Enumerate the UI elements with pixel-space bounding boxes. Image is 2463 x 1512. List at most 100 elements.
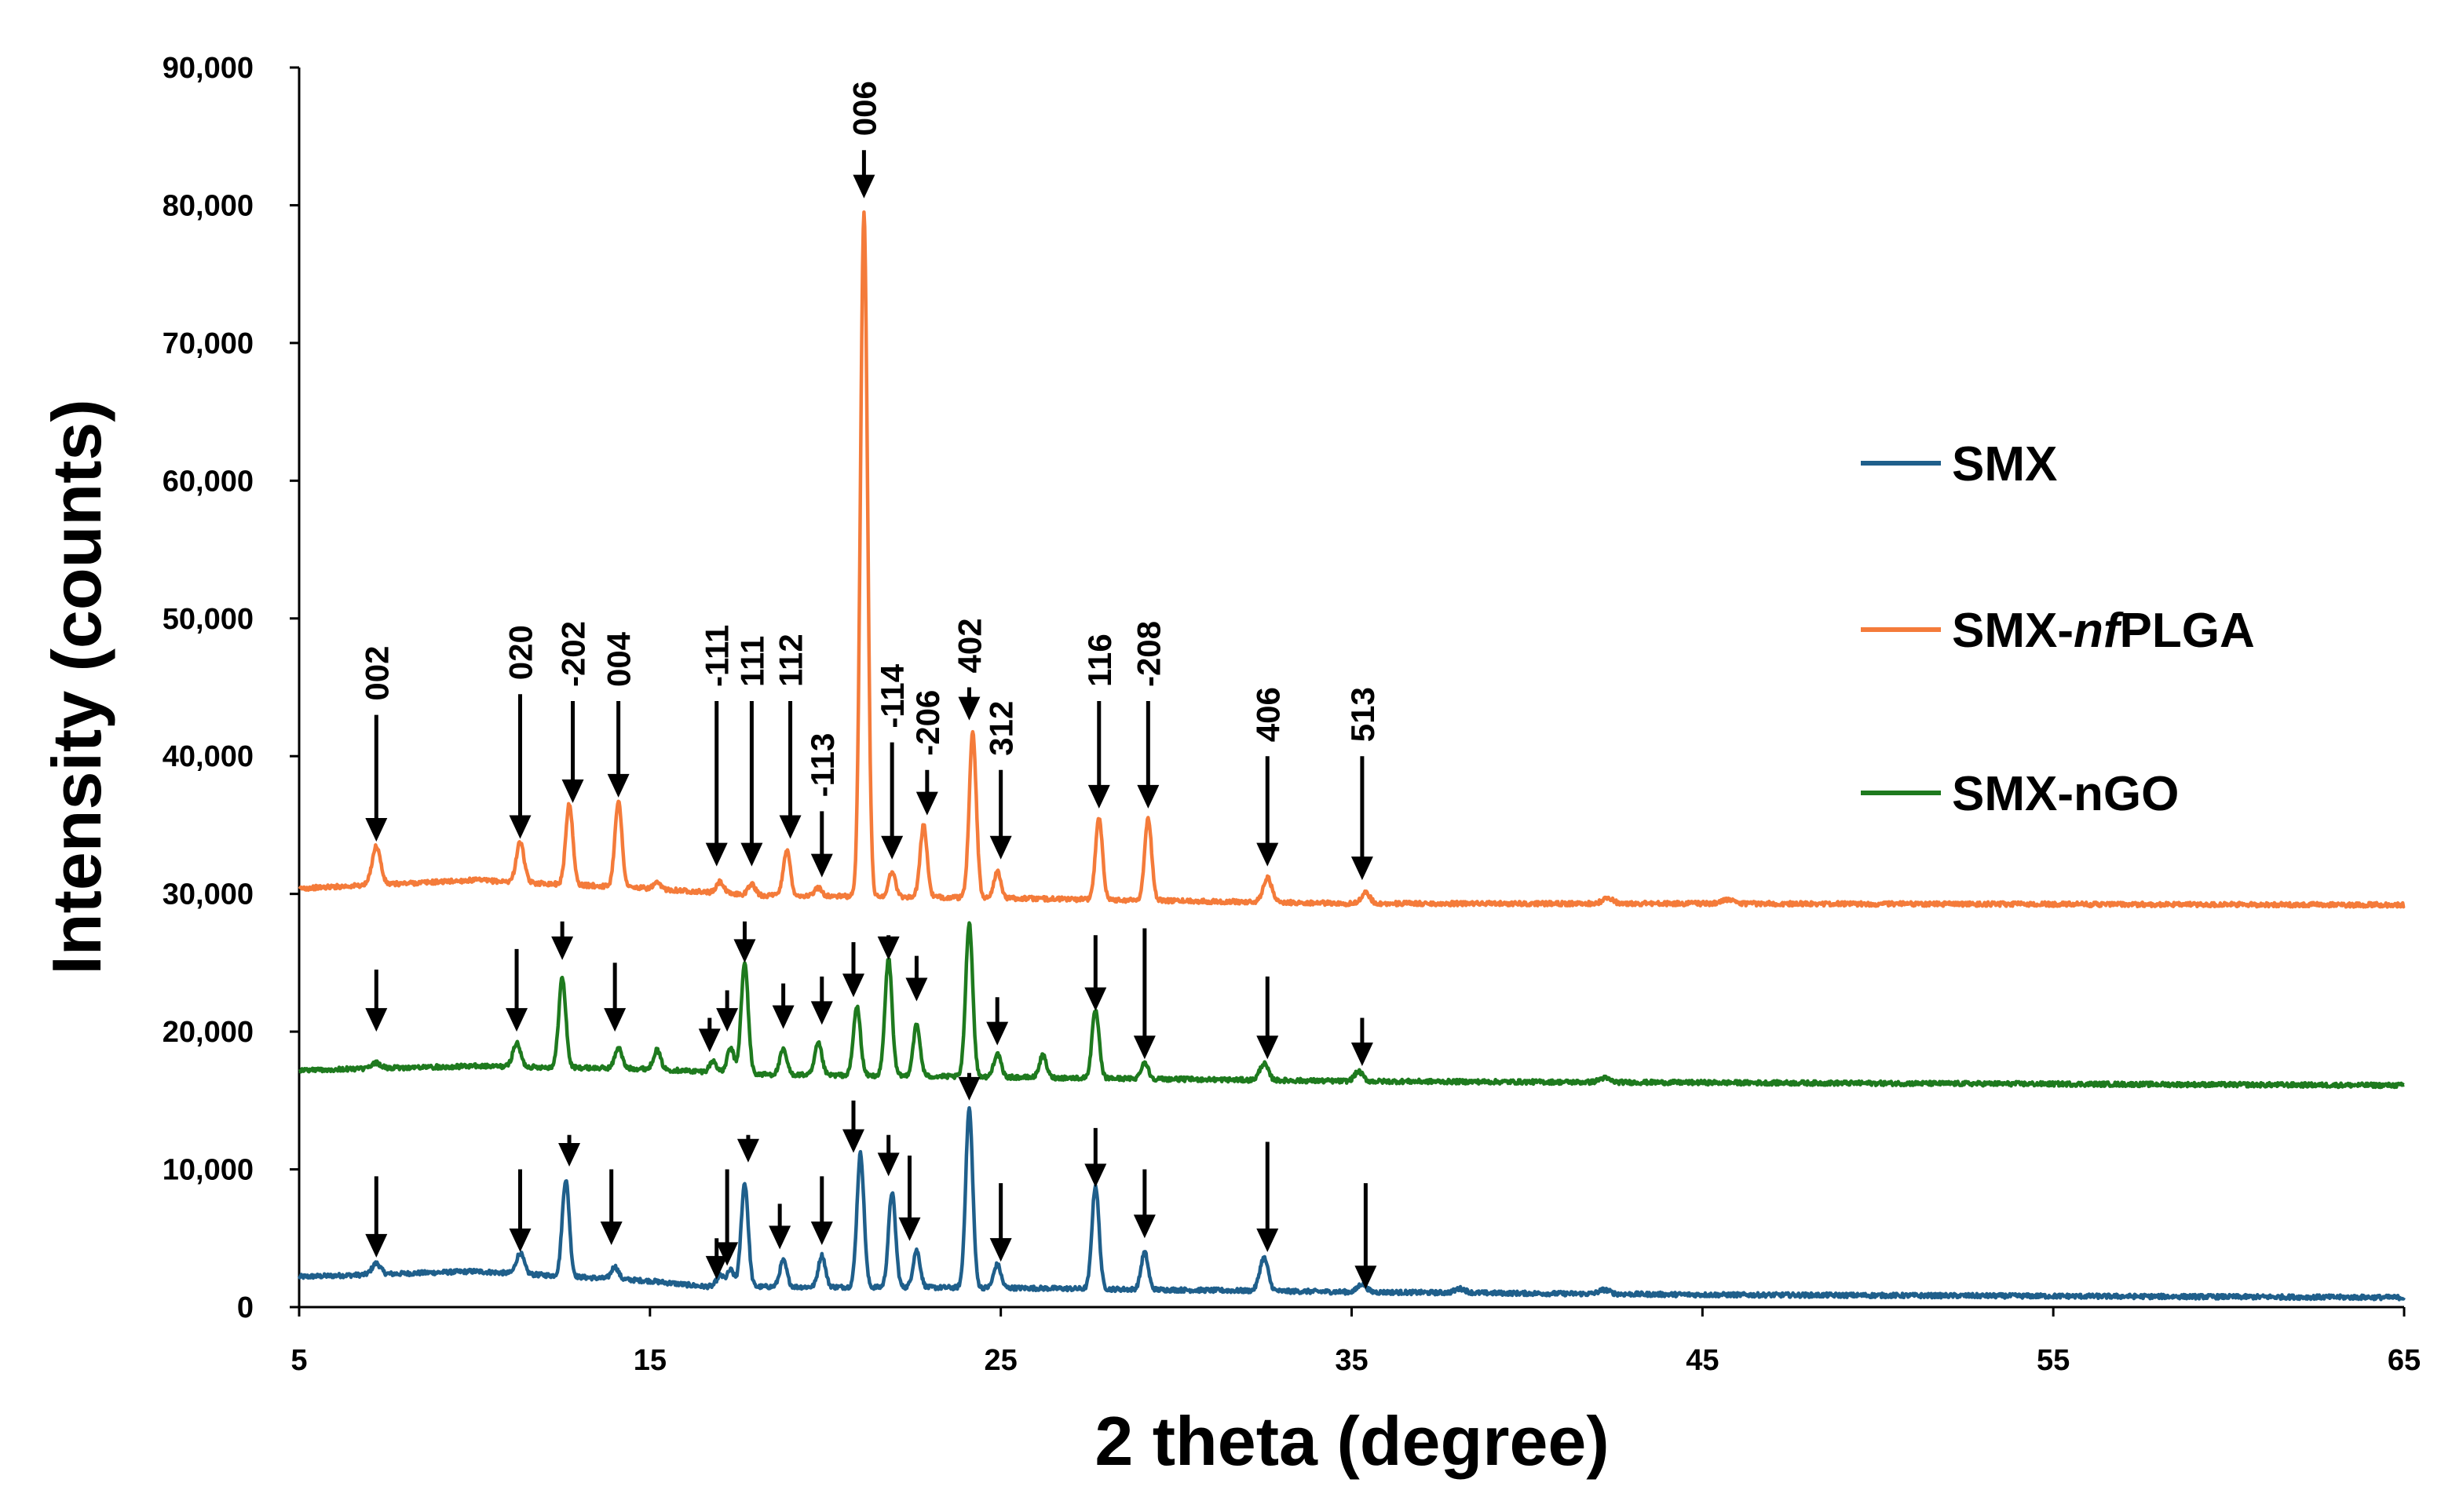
legend-label-part-2: nf	[2074, 604, 2124, 658]
legend-label-smx-ngo: SMX-nGO	[1952, 767, 2179, 821]
peak-arrow	[600, 1169, 623, 1246]
y-tick-label: 10,000	[163, 1154, 254, 1187]
y-tick-label: 20,000	[163, 1016, 254, 1049]
peak-arrow	[365, 714, 388, 842]
arrow-head	[506, 1008, 528, 1032]
peak-arrow	[1084, 1127, 1107, 1188]
y-axis-title: Intensity (counts)	[38, 399, 115, 974]
peak-label: 312	[983, 701, 1020, 756]
y-tick-label: 80,000	[163, 189, 254, 222]
peak-arrow	[1256, 1141, 1279, 1252]
arrow-head	[604, 1008, 627, 1032]
peak-arrow	[558, 1134, 581, 1167]
peak-label: 006	[846, 81, 883, 136]
peak-arrow	[842, 942, 864, 998]
arrow-head	[1084, 1163, 1107, 1188]
peak-arrow	[716, 990, 739, 1032]
arrow-head	[769, 1225, 791, 1250]
peak-arrow	[1256, 756, 1279, 867]
arrow-head	[1137, 784, 1160, 809]
series-line-smx-ngo	[298, 921, 2406, 1090]
peak-label: 020	[502, 625, 539, 680]
arrow-head	[705, 1255, 728, 1280]
peak-arrow	[1137, 701, 1160, 809]
peak-arrow	[842, 1100, 864, 1153]
peak-arrow	[986, 997, 1009, 1046]
peak-arrow	[736, 1134, 759, 1163]
peak-arrow	[1133, 1169, 1156, 1239]
peak-arrow	[561, 701, 584, 803]
arrow-head	[779, 815, 802, 839]
peak-label: 406	[1249, 687, 1286, 742]
peak-arrow	[810, 811, 833, 878]
peak-label: 513	[1344, 687, 1381, 742]
arrow-head	[898, 1217, 921, 1241]
peak-arrow	[1087, 701, 1110, 809]
legend-entry-smx-ngo: SMX-nGO	[1861, 767, 2179, 821]
peak-arrow	[877, 935, 900, 960]
peak-arrow	[989, 769, 1012, 860]
peak-arrow	[1350, 756, 1373, 881]
arrow-head	[1256, 1228, 1279, 1252]
peak-label: -113	[804, 733, 841, 798]
x-axis-title: 2 theta (degree)	[1094, 1402, 1609, 1480]
arrow-head	[989, 835, 1012, 860]
x-tick-label: 55	[2037, 1344, 2070, 1377]
arrow-head	[1256, 842, 1279, 867]
peak-arrow	[779, 701, 802, 839]
y-tick-label: 40,000	[163, 740, 254, 773]
peak-label: -114	[874, 663, 911, 728]
peak-arrow	[1133, 928, 1156, 1060]
peak-arrow	[604, 962, 627, 1032]
arrow-head	[810, 1001, 833, 1025]
peak-arrow	[365, 1176, 388, 1258]
y-tick-label: 70,000	[163, 327, 254, 360]
peak-arrow	[881, 742, 904, 860]
arrow-head	[1350, 1042, 1373, 1066]
arrow-head	[705, 842, 728, 867]
peak-arrow	[989, 1183, 1012, 1262]
peak-arrow	[1354, 1183, 1377, 1290]
peak-label: 112	[773, 634, 809, 687]
arrow-head	[842, 973, 864, 998]
peak-arrow	[705, 701, 728, 867]
peak-arrow	[769, 1203, 791, 1250]
series-lines	[297, 210, 2406, 1302]
legend-label-smx-nfplga: SMX-nfPLGA	[1952, 604, 2255, 658]
arrow-head	[989, 1238, 1012, 1262]
arrow-head	[915, 791, 938, 816]
y-tick-label: 50,000	[163, 603, 254, 636]
arrow-head	[1133, 1214, 1156, 1239]
arrow-head	[1133, 1035, 1156, 1060]
peak-arrow	[810, 1176, 833, 1246]
peak-arrow	[740, 701, 763, 867]
arrow-head	[881, 835, 904, 860]
arrow-head	[1350, 856, 1373, 881]
peak-arrow	[509, 694, 532, 839]
peak-arrow	[1084, 935, 1107, 1011]
arrow-head	[958, 1076, 981, 1101]
peak-arrow	[509, 1169, 532, 1252]
peak-label: 402	[951, 618, 988, 673]
x-tick-label: 65	[2388, 1344, 2421, 1377]
arrow-head	[716, 1008, 739, 1032]
peak-arrow	[365, 970, 388, 1032]
legend-entry-smx-nfplga: SMX-nfPLGA	[1861, 604, 2255, 658]
x-tick-label: 5	[291, 1344, 307, 1377]
arrow-head	[842, 1129, 864, 1153]
y-tick-label: 60,000	[163, 465, 254, 498]
peak-label: 002	[358, 646, 395, 701]
arrow-head	[1084, 987, 1107, 1011]
series-line-smx	[297, 1105, 2406, 1302]
legend-label-smx: SMX	[1952, 437, 2057, 491]
arrow-head	[1354, 1265, 1377, 1290]
arrow-head	[551, 936, 574, 960]
peak-label: -202	[555, 621, 592, 687]
peak-arrows	[365, 150, 1377, 1290]
arrow-head	[736, 1138, 759, 1163]
peak-arrow	[772, 983, 795, 1029]
peak-label: -208	[1130, 621, 1167, 687]
peak-label: -111	[699, 625, 736, 687]
